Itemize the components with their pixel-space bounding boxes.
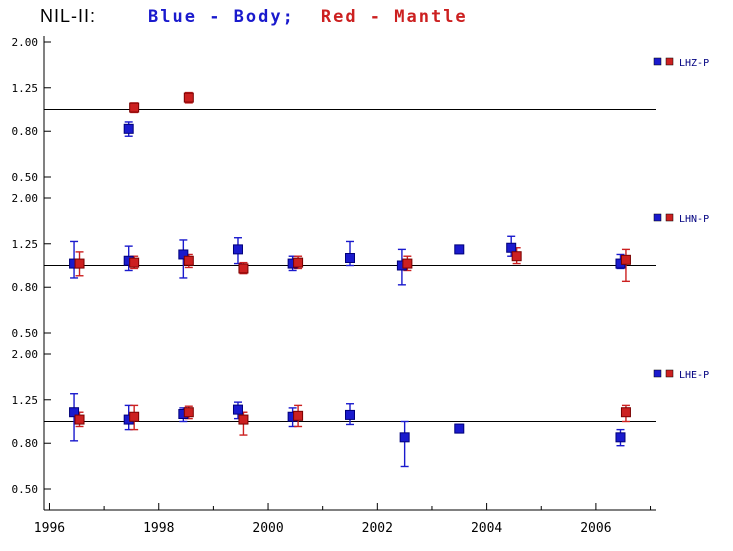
data-point-mantle [293,257,304,268]
y-tick-label: 0.80 [12,125,39,138]
data-point-body [399,432,410,443]
x-tick-label: 1998 [143,521,174,536]
x-tick-label: 2000 [252,521,283,536]
legend-label: LHZ-P [679,58,709,69]
legend-swatch-mantle [665,57,674,66]
title-legend-mantle: Red - Mantle [320,7,468,27]
data-point-mantle [183,407,194,418]
data-point-body [232,404,243,415]
legend-swatch-mantle [665,213,674,222]
data-point-body [345,409,355,420]
y-tick-label: 0.80 [12,437,39,450]
y-tick-label: 2.00 [12,348,39,361]
legend-label: LHN-P [679,214,709,225]
x-tick-label: 2004 [471,521,502,536]
data-point-mantle [74,258,85,269]
data-point-body [123,123,134,134]
y-tick-label: 1.25 [12,238,39,251]
data-point-mantle [129,257,140,268]
data-point-mantle [129,411,140,422]
station-label: NIL-II: [40,6,97,26]
y-tick-label: 0.50 [12,327,39,340]
data-point-mantle [511,251,522,262]
y-tick-label: 0.80 [12,281,39,294]
y-tick-label: 1.25 [12,394,39,407]
data-point-mantle [238,263,249,274]
title-legend-body: Blue - Body; [148,7,295,27]
legend-swatch-body [653,57,662,66]
data-point-body [178,249,189,260]
x-tick-label: 2006 [580,521,611,536]
data-point-mantle [238,414,249,425]
data-point-mantle [183,255,194,266]
y-tick-label: 1.25 [12,82,39,95]
data-point-body [506,242,517,253]
chart-title: NIL-II: Blue - Body; Red - Mantle [40,6,468,27]
data-point-mantle [620,407,631,418]
x-tick-label: 1996 [34,521,65,536]
data-point-body [454,244,465,255]
legend-swatch-body [653,213,662,222]
y-tick-label: 0.50 [12,483,39,496]
data-point-mantle [620,254,631,265]
data-point-mantle [183,92,194,103]
legend-label: LHE-P [679,370,709,381]
data-point-mantle [402,258,413,269]
y-tick-label: 2.00 [12,192,39,205]
data-point-body [615,432,626,443]
data-point-mantle [293,410,304,421]
data-point-mantle [74,414,85,425]
legend-swatch-mantle [665,369,674,378]
data-point-body [69,407,80,418]
data-point-body [454,423,465,434]
legend-swatch-body [653,369,662,378]
data-point-mantle [129,102,140,113]
y-tick-label: 0.50 [12,171,39,184]
data-point-body [345,253,355,264]
data-point-body [232,244,243,255]
y-tick-label: 2.00 [12,36,39,49]
x-tick-label: 2002 [362,521,393,536]
